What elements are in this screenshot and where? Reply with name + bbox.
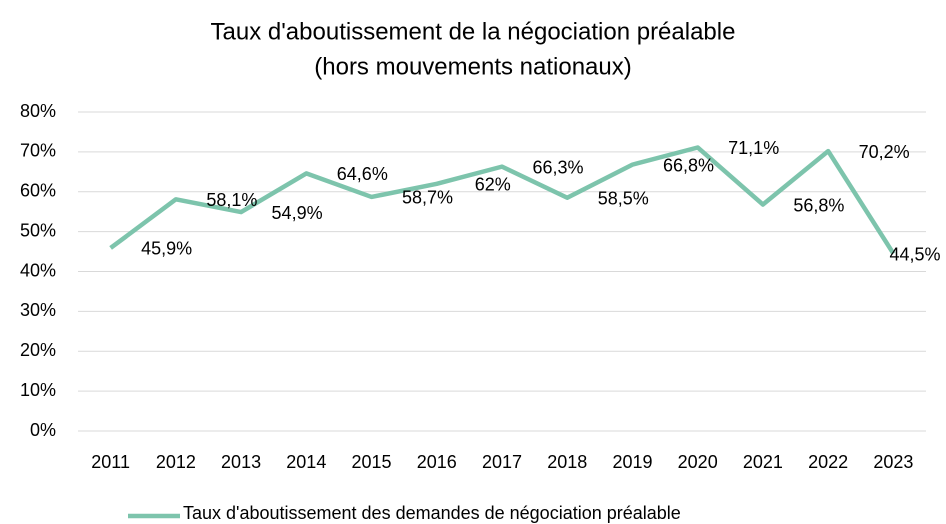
x-tick-label: 2014 [286,452,326,472]
x-tick-label: 2015 [352,452,392,472]
x-tick-label: 2016 [417,452,457,472]
x-tick-label: 2020 [678,452,718,472]
data-label: 58,1% [206,190,257,210]
data-label: 64,6% [337,164,388,184]
legend-label: Taux d'aboutissement des demandes de nég… [183,503,681,523]
data-label: 70,2% [859,142,910,162]
data-label: 45,9% [141,239,192,259]
data-label: 71,1% [728,138,779,158]
data-label: 58,7% [402,188,453,208]
data-label: 58,5% [598,188,649,208]
y-tick-label: 80% [20,101,56,121]
y-tick-label: 0% [30,420,56,440]
x-tick-label: 2017 [482,452,522,472]
data-label: 62% [475,175,511,195]
x-tick-label: 2011 [91,452,130,472]
x-tick-label: 2018 [547,452,587,472]
y-tick-label: 10% [20,380,56,400]
y-tick-label: 20% [20,340,56,360]
data-label: 66,3% [532,157,583,177]
data-label: 56,8% [793,195,844,215]
y-tick-label: 30% [20,300,56,320]
x-tick-label: 2022 [808,452,848,472]
x-tick-label: 2012 [156,452,196,472]
data-label: 44,5% [889,244,940,264]
y-tick-label: 50% [20,220,56,240]
chart-title: (hors mouvements nationaux) [314,53,631,80]
line-series [109,145,896,255]
y-tick-label: 60% [20,181,56,201]
y-tick-label: 70% [20,141,56,161]
data-label: 66,8% [663,155,714,175]
x-tick-label: 2023 [873,452,913,472]
data-label: 54,9% [272,203,323,223]
x-tick-label: 2021 [743,452,783,472]
x-tick-label: 2013 [221,452,261,472]
x-tick-label: 2019 [612,452,652,472]
chart-title: Taux d'aboutissement de la négociation p… [211,18,736,45]
y-tick-label: 40% [20,260,56,280]
